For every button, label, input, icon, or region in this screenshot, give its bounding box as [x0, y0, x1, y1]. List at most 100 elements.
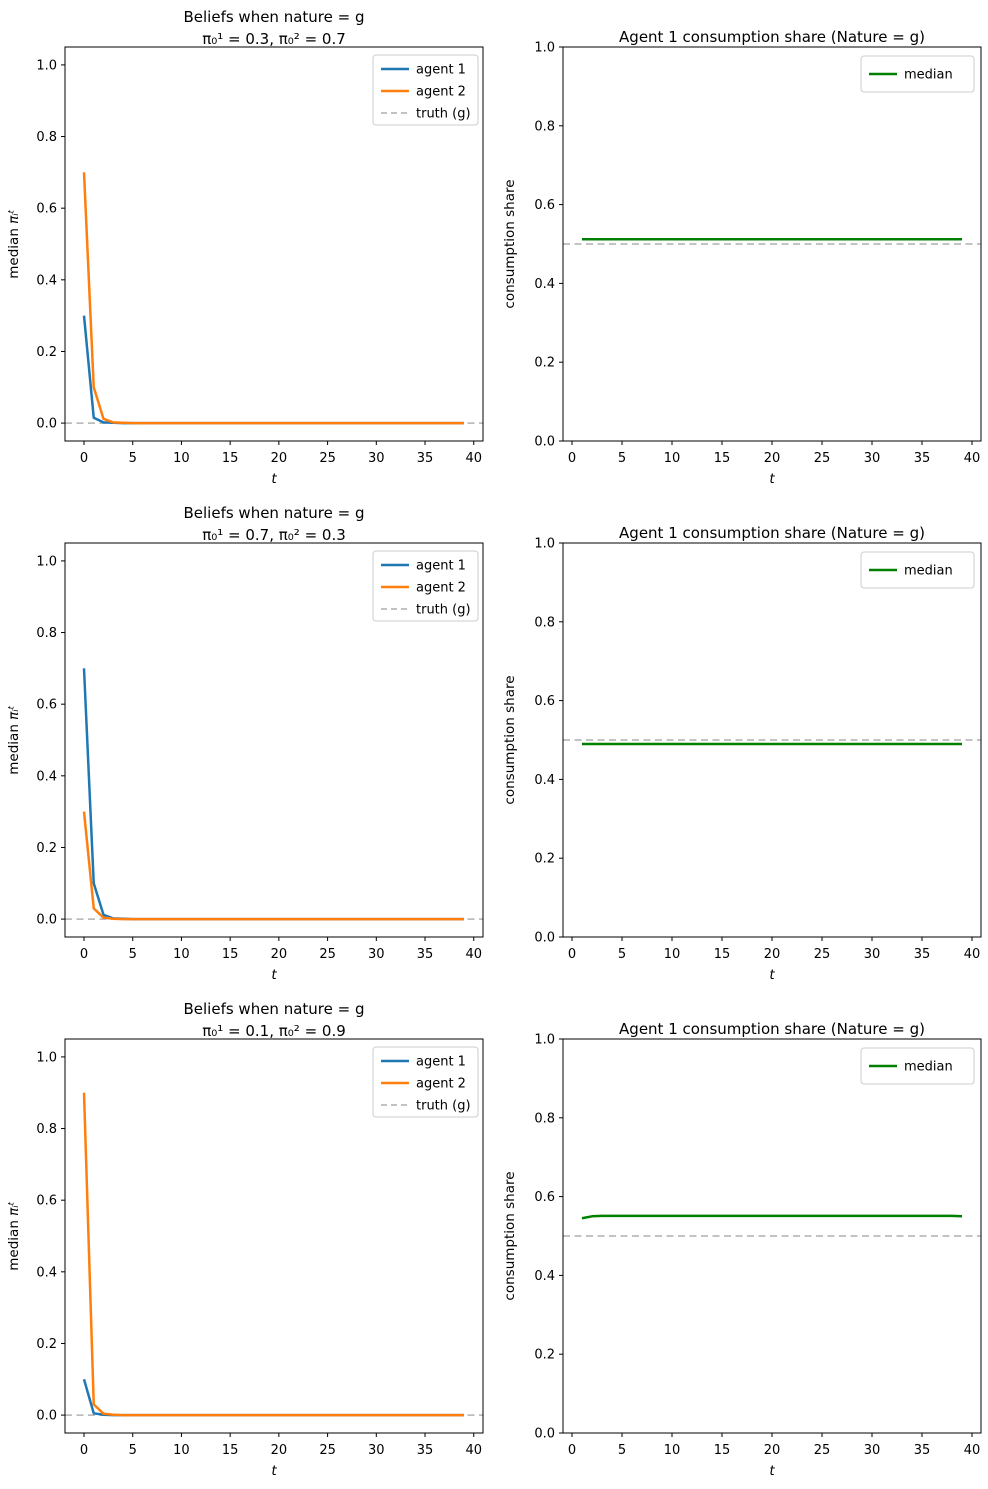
y-tick-label: 0.4 — [534, 277, 555, 292]
x-tick-label: 15 — [222, 947, 239, 962]
y-tick-label: 0.2 — [534, 1348, 555, 1363]
y-tick-label: 0.4 — [36, 1265, 57, 1280]
y-tick-label: 1.0 — [534, 537, 555, 552]
x-tick-label: 25 — [814, 451, 831, 466]
x-tick-label: 5 — [618, 451, 626, 466]
x-tick-label: 20 — [271, 451, 288, 466]
x-tick-label: 35 — [914, 947, 931, 962]
y-tick-label: 0.2 — [534, 852, 555, 867]
x-tick-label: 5 — [129, 1443, 137, 1458]
legend-label: agent 1 — [416, 63, 466, 78]
legend-label: agent 2 — [416, 1077, 466, 1092]
x-tick-label: 5 — [618, 947, 626, 962]
x-tick-label: 40 — [964, 947, 981, 962]
x-tick-label: 25 — [319, 1443, 336, 1458]
y-tick-label: 0.8 — [36, 1122, 57, 1137]
beliefs-row1-legend-box — [372, 54, 479, 126]
x-tick-label: 10 — [173, 1443, 190, 1458]
share-row2-legend: median — [860, 551, 975, 589]
beliefs-row2-subtitle: π₀¹ = 0.7, π₀² = 0.3 — [202, 526, 346, 544]
x-tick-label: 10 — [664, 1443, 681, 1458]
y-tick-label: 0.6 — [36, 1194, 57, 1209]
beliefs-row1-chart: 0 5 10 15 20 25 30 35 40 0.0 0.2 0.4 0.6 0.8 1.0 Belief… — [6, 8, 484, 487]
x-tick-label: 15 — [222, 1443, 239, 1458]
legend-label: agent 1 — [416, 1055, 466, 1070]
x-tick-label: 30 — [368, 451, 385, 466]
beliefs-row2-series-agent2 — [82, 811, 464, 921]
beliefs-row1-panel: 0 5 10 15 20 25 30 35 40 0.0 0.2 0.4 0.6 0.8 1.0 Belief… — [0, 0, 494, 496]
legend-label: agent 1 — [416, 559, 466, 574]
beliefs-row3-chart: 0 5 10 15 20 25 30 35 40 0.0 0.2 0.4 0.6 0.8 1.0 Belief… — [6, 1000, 484, 1479]
beliefs-row1-title: Beliefs when nature = g — [183, 8, 364, 26]
beliefs-row3-title: Beliefs when nature = g — [183, 1000, 364, 1018]
beliefs-row3-legend: agent 1 agent 2 truth (g) — [372, 1046, 479, 1118]
x-tick-label: 0 — [568, 947, 576, 962]
x-tick-label: 35 — [914, 1443, 931, 1458]
y-tick-label: 0.0 — [534, 1427, 555, 1442]
beliefs-row3-series-agent2 — [82, 1092, 464, 1417]
x-tick-label: 35 — [417, 1443, 434, 1458]
x-tick-label: 25 — [319, 451, 336, 466]
share-row2-legend-box — [860, 551, 975, 589]
beliefs-row1-series-agent1 — [82, 315, 464, 425]
x-tick-label: 30 — [864, 451, 881, 466]
x-tick-label: 0 — [80, 1443, 88, 1458]
x-tick-label: 15 — [714, 1443, 731, 1458]
y-tick-label: 0.2 — [36, 345, 57, 360]
y-tick-label: 0.0 — [36, 1409, 57, 1424]
x-tick-label: 10 — [173, 451, 190, 466]
x-tick-label: 35 — [914, 451, 931, 466]
y-tick-label: 1.0 — [36, 554, 57, 569]
share-row3-legend-box — [860, 1047, 975, 1085]
beliefs-row1-ylabel: median πᵢᵗ — [6, 209, 22, 278]
legend-label: agent 2 — [416, 85, 466, 100]
y-tick-label: 0.0 — [534, 931, 555, 946]
x-tick-label: 10 — [173, 947, 190, 962]
x-tick-label: 30 — [368, 1443, 385, 1458]
beliefs-row2-series-agent1 — [82, 668, 464, 921]
x-tick-label: 40 — [964, 1443, 981, 1458]
share-row3-legend: median — [860, 1047, 975, 1085]
x-tick-label: 20 — [271, 947, 288, 962]
share-row1-legend-box — [860, 55, 975, 93]
beliefs-row1-legend: agent 1 agent 2 truth (g) — [372, 54, 479, 126]
share-row3-chart: 0 5 10 15 20 25 30 35 40 0.0 0.2 0.4 0.6 0.8 1.0 Agent … — [502, 1020, 982, 1479]
share-row2-chart: 0 5 10 15 20 25 30 35 40 0.0 0.2 0.4 0.6 0.8 1.0 Agent … — [502, 524, 982, 983]
share-row2-ylabel: consumption share — [502, 675, 518, 804]
share-row3-xlabel: t — [769, 1463, 775, 1479]
x-tick-label: 10 — [664, 451, 681, 466]
legend-label: median — [904, 1060, 953, 1075]
beliefs-row3-xlabel: t — [271, 1463, 277, 1479]
x-tick-label: 5 — [129, 451, 137, 466]
beliefs-row1-axes-box — [64, 46, 484, 442]
beliefs-row2-axes-box — [64, 542, 484, 938]
beliefs-row2-xlabel: t — [271, 967, 277, 983]
share-row1-panel: 0 5 10 15 20 25 30 35 40 0.0 0.2 0.4 0.6 0.8 1.0 Agent … — [494, 0, 988, 496]
beliefs-row2-legend: agent 1 agent 2 truth (g) — [372, 550, 479, 622]
y-tick-label: 0.6 — [36, 698, 57, 713]
x-tick-label: 15 — [222, 451, 239, 466]
x-tick-label: 20 — [271, 1443, 288, 1458]
y-tick-label: 0.6 — [534, 694, 555, 709]
share-row1-xlabel: t — [769, 471, 775, 487]
x-tick-label: 0 — [568, 451, 576, 466]
x-tick-label: 40 — [465, 947, 482, 962]
y-tick-label: 0.2 — [534, 356, 555, 371]
x-tick-label: 30 — [864, 947, 881, 962]
x-tick-label: 10 — [664, 947, 681, 962]
beliefs-row1-series-agent2 — [82, 172, 464, 425]
beliefs-row3-axes-box — [64, 1038, 484, 1434]
legend-label: agent 2 — [416, 581, 466, 596]
y-tick-label: 0.6 — [534, 198, 555, 213]
y-tick-label: 0.0 — [36, 417, 57, 432]
y-tick-label: 1.0 — [534, 41, 555, 56]
x-tick-label: 15 — [714, 947, 731, 962]
y-tick-label: 0.4 — [534, 773, 555, 788]
legend-label: truth (g) — [416, 603, 471, 618]
x-tick-label: 5 — [618, 1443, 626, 1458]
beliefs-row2-legend-box — [372, 550, 479, 622]
share-row2-xlabel: t — [769, 967, 775, 983]
x-tick-label: 20 — [764, 947, 781, 962]
beliefs-row3-subtitle: π₀¹ = 0.1, π₀² = 0.9 — [202, 1022, 346, 1040]
